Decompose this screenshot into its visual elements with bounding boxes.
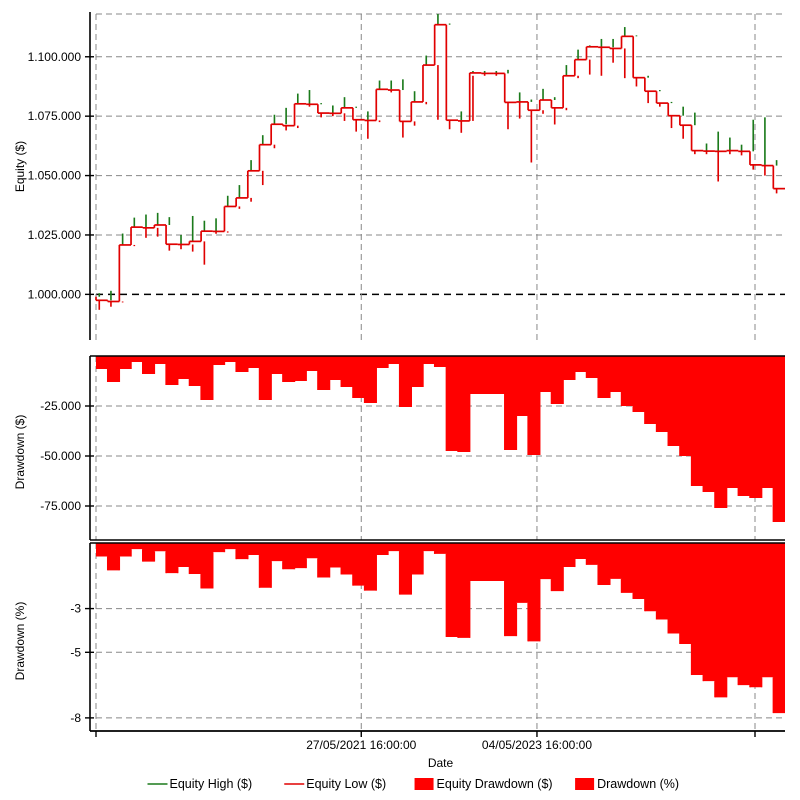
drawdown-area-fill — [96, 543, 785, 714]
drawdown-dollar-axis-title: Drawdown ($) — [13, 415, 27, 490]
x-axis-title: Date — [428, 756, 454, 770]
equity-panel: 1.000.000 1.025.000 1.050.000 1.075.000 1.10… — [13, 12, 785, 340]
legend-swatch-box — [575, 778, 595, 790]
legend-label: Equity Drawdown ($) — [437, 777, 553, 791]
y-tick-label: -3 — [70, 602, 81, 616]
legend-label: Equity High ($) — [170, 777, 253, 791]
x-tick-label: 04/05/2023 16:00:00 — [482, 738, 592, 752]
y-tick-label: -75.000 — [40, 499, 81, 513]
y-tick-label: -25.000 — [40, 399, 81, 413]
y-tick-label: 1.025.000 — [28, 228, 82, 242]
y-tick-label: 1.050.000 — [28, 169, 82, 183]
y-tick-label: 1.075.000 — [28, 109, 82, 123]
legend-label: Equity Low ($) — [306, 777, 386, 791]
legend-label: Drawdown (%) — [597, 777, 679, 791]
drawdown-percent-panel: -3 -5 -8 Drawdown (%) — [13, 542, 785, 732]
equity-axis-title: Equity ($) — [13, 141, 27, 192]
drawdown-percent-axis-title: Drawdown (%) — [13, 602, 27, 681]
legend-swatch-box — [414, 778, 434, 790]
x-tick-label: 27/05/2021 16:00:00 — [306, 738, 416, 752]
drawdown-dollar-panel: -25.000 -50.000 -75.000 Drawdown ($) — [13, 355, 785, 541]
y-tick-label: -8 — [70, 711, 81, 725]
drawdown-area-fill — [96, 356, 785, 522]
y-tick-label: -5 — [70, 645, 81, 659]
y-tick-label: -50.000 — [40, 449, 81, 463]
x-axis: 27/05/2021 16:00:00 04/05/2023 16:00:00 Da… — [90, 730, 785, 770]
y-tick-label: 1.000.000 — [28, 287, 82, 301]
y-tick-label: 1.100.000 — [28, 50, 82, 64]
chart-legend: Equity High ($) Equity Low ($) Equity Draw… — [147, 777, 679, 791]
